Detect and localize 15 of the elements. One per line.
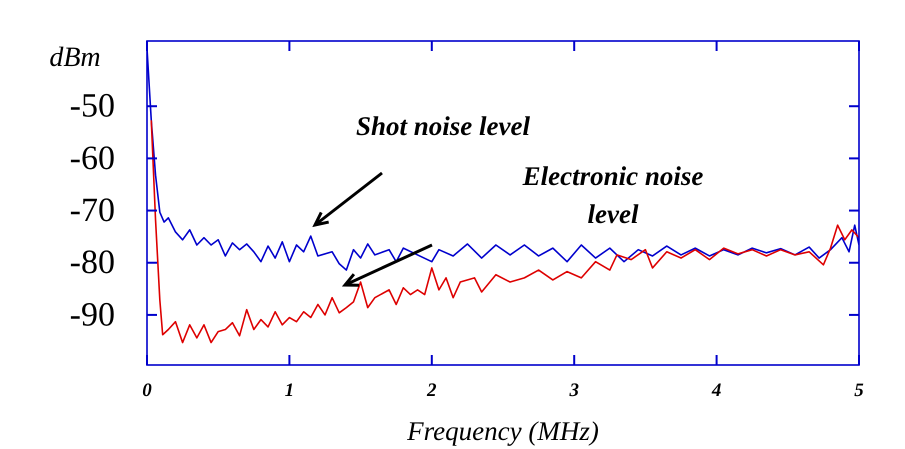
- annotation: Shot noise level: [356, 111, 530, 141]
- x-tick-label: 0: [142, 380, 152, 401]
- y-tick-label: -70: [70, 192, 115, 230]
- y-tick-label: -80: [70, 244, 115, 282]
- x-axis-title: Frequency (MHz): [406, 416, 599, 446]
- annotation: Electronic noise level: [522, 161, 704, 229]
- y-tick-label: -60: [70, 140, 115, 177]
- y-tick-label: -50: [70, 88, 115, 125]
- x-tick-label: 2: [426, 380, 438, 401]
- x-tick-label: 1: [284, 380, 294, 401]
- x-tick-label: 3: [568, 380, 579, 401]
- x-tick-label: 4: [710, 380, 722, 401]
- y-tick-label: -90: [70, 296, 115, 334]
- y-axis-title: dBm: [49, 42, 101, 73]
- x-tick-label: 5: [854, 380, 864, 401]
